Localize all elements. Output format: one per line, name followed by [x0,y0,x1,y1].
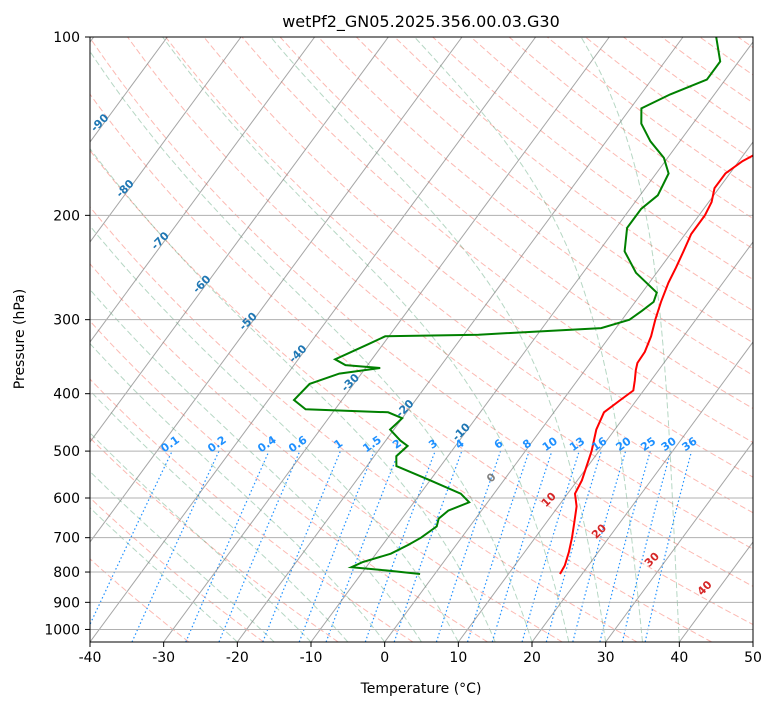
y-tick-label: 300 [53,313,80,329]
isotherm [90,37,463,543]
isotherm [90,37,316,343]
mixing-ratio-line [521,450,580,642]
dry-adiabat [90,320,488,642]
y-tick-label: 200 [53,208,80,224]
mixing-ratio-line [435,450,502,642]
mixing-ratio-line [466,450,530,642]
dry-adiabat [90,93,753,626]
x-tick-label: 10 [449,650,467,666]
x-tick-label: 30 [597,650,615,666]
isotherm [531,341,753,642]
dry-adiabat [90,558,190,642]
moist-adiabats [90,37,680,642]
dry-adiabat [356,37,753,344]
dry-adiabat [90,206,638,642]
isotherm [163,37,610,642]
moist-adiabat [90,389,349,642]
dry-adiabat [90,149,712,642]
y-tick-label: 500 [53,444,80,460]
plot-frame [89,36,754,643]
isotherm [752,641,753,642]
y-tick-label: 1000 [44,622,80,638]
x-tick-label: -30 [152,650,175,666]
y-tick-label: 400 [53,387,80,403]
isotherm [457,241,753,642]
mixing-ratio-line [599,450,651,642]
mixing-ratio-line [364,450,436,642]
isotherm [90,37,389,443]
x-axis: -40 -30 -20 -10 0 10 20 30 40 50 [79,642,762,666]
dry-adiabat [241,37,753,444]
mixing-ratio-lines [90,450,693,642]
dry-adiabats [90,37,753,642]
isotherm [236,37,684,642]
dry-adiabat [279,37,753,410]
x-tick-label: 20 [523,650,541,666]
plot-background [90,37,753,642]
mixing-ratio-line [298,450,375,642]
x-tick-label: -10 [300,650,323,666]
mixing-ratio-line [218,450,301,642]
y-tick-label: 100 [53,30,80,46]
isobar-grid [90,37,753,630]
moist-adiabat [414,37,643,642]
moist-adiabat [90,470,275,642]
isotherm-label: -100 [59,44,88,73]
mixing-ratio-line [572,450,627,642]
y-axis: 100 200 300 400 500 600 700 800 900 1000 [44,30,90,638]
isotherm [90,37,168,143]
dewpoint-profile [292,37,722,575]
x-axis-label: Temperature (°C) [360,681,482,697]
mixing-ratio-line [325,450,400,642]
mixing-ratio-line [621,450,672,642]
mixing-ratio-line [185,450,270,642]
isotherm [90,37,537,642]
isotherm [384,141,753,642]
moist-adiabat [580,37,680,642]
profile-lines [292,37,753,575]
y-axis-label: Pressure (hPa) [12,289,28,389]
mixing-ratio-line [545,450,602,642]
y-tick-label: 800 [53,565,80,581]
dry-adiabat [317,37,753,376]
dry-adiabat [90,37,753,587]
isotherm [310,41,753,642]
moist-adiabat [90,50,533,642]
chart-title: wetPf2_GN05.2025.356.00.03.G30 [282,12,560,32]
moist-adiabat [162,37,570,642]
y-tick-label: 700 [53,531,80,547]
x-tick-label: -20 [226,650,249,666]
isotherm [90,37,242,243]
mixing-ratio-line [491,450,553,642]
moist-adiabat [90,225,459,642]
x-tick-label: 50 [744,650,762,666]
dry-adiabat [165,37,753,514]
x-tick-label: 40 [670,650,688,666]
moist-adiabat [270,37,607,642]
moist-adiabat [90,147,496,642]
dry-adiabat [90,263,563,642]
isotherm [605,441,753,642]
temperature-profile [559,154,753,575]
y-tick-label: 900 [53,595,80,611]
x-tick-label: 0 [380,650,389,666]
mixing-ratio-line [262,450,341,642]
dry-adiabat [90,378,414,642]
x-tick-label: -40 [79,650,102,666]
isotherms [90,37,753,642]
y-tick-label: 600 [53,491,80,507]
moist-adiabat [90,342,386,642]
